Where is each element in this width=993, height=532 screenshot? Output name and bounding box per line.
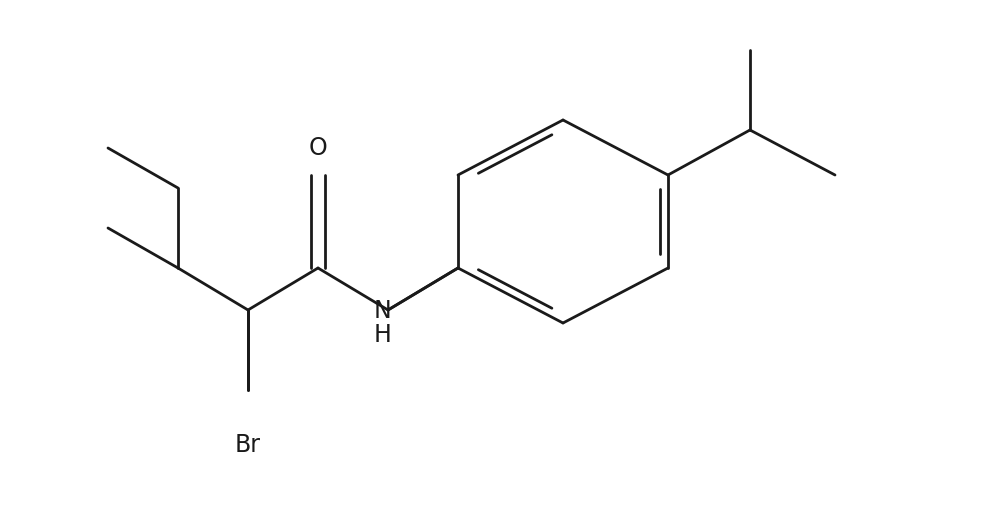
Text: O: O [309,136,328,160]
Text: H: H [374,323,392,347]
Text: N: N [374,299,392,323]
Text: Br: Br [235,433,261,457]
